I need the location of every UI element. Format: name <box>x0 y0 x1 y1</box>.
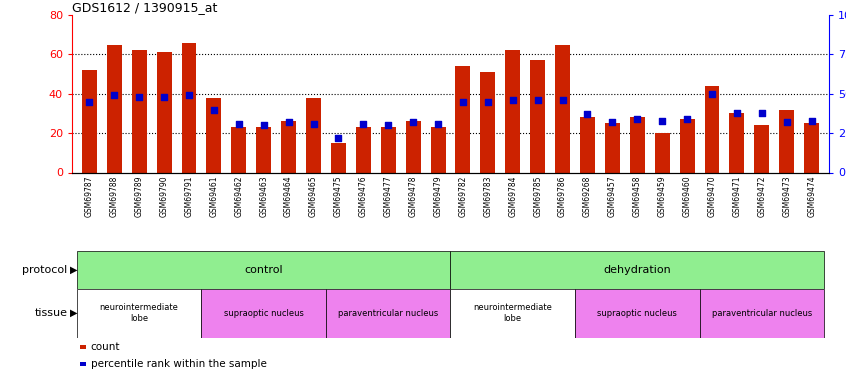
Text: protocol: protocol <box>23 265 68 275</box>
Point <box>382 122 395 128</box>
Text: supraoptic nucleus: supraoptic nucleus <box>223 309 304 318</box>
Bar <box>231 127 246 172</box>
Bar <box>206 98 222 172</box>
Point <box>755 110 769 116</box>
Text: control: control <box>244 265 283 275</box>
Bar <box>729 113 744 172</box>
Point <box>257 122 271 128</box>
Text: ▶: ▶ <box>70 308 78 318</box>
Text: neurointermediate
lobe: neurointermediate lobe <box>473 303 552 323</box>
Bar <box>331 143 346 172</box>
Bar <box>406 122 420 172</box>
Text: tissue: tissue <box>35 308 68 318</box>
Bar <box>381 127 396 172</box>
Text: supraoptic nucleus: supraoptic nucleus <box>597 309 678 318</box>
Point <box>506 97 519 103</box>
Bar <box>530 60 545 172</box>
Bar <box>629 117 645 172</box>
Bar <box>256 127 272 172</box>
Bar <box>605 123 620 172</box>
Text: GDS1612 / 1390915_at: GDS1612 / 1390915_at <box>72 1 217 14</box>
Bar <box>201 289 326 338</box>
Point <box>107 92 121 98</box>
Bar <box>505 51 520 172</box>
Point <box>282 119 295 125</box>
Point <box>157 94 171 100</box>
Point <box>531 97 545 103</box>
Bar <box>580 117 595 172</box>
Bar <box>450 289 575 338</box>
Point <box>630 116 644 122</box>
Bar <box>107 45 122 172</box>
Point <box>132 94 146 100</box>
Point <box>680 116 694 122</box>
Point <box>232 121 245 127</box>
Bar <box>705 86 719 172</box>
Point <box>431 121 445 127</box>
Bar <box>77 289 201 338</box>
Point <box>182 92 195 98</box>
Bar <box>82 70 96 172</box>
Text: dehydration: dehydration <box>603 265 671 275</box>
Text: ▶: ▶ <box>70 265 78 275</box>
Bar <box>157 53 172 172</box>
Text: paraventricular nucleus: paraventricular nucleus <box>711 309 812 318</box>
Bar <box>481 72 495 172</box>
Point <box>356 121 370 127</box>
Point <box>706 91 719 97</box>
Bar <box>326 289 450 338</box>
Point <box>606 119 619 125</box>
Text: percentile rank within the sample: percentile rank within the sample <box>91 359 266 369</box>
Point <box>730 110 744 116</box>
Point <box>456 99 470 105</box>
Bar <box>450 251 824 289</box>
Point <box>556 97 569 103</box>
Bar <box>77 251 450 289</box>
Bar <box>555 45 570 172</box>
Bar <box>182 43 196 172</box>
Point <box>656 117 669 123</box>
Point <box>481 99 495 105</box>
Text: count: count <box>91 342 120 352</box>
Text: paraventricular nucleus: paraventricular nucleus <box>338 309 438 318</box>
Bar <box>700 289 824 338</box>
Point <box>580 111 594 117</box>
Bar <box>281 122 296 172</box>
Text: neurointermediate
lobe: neurointermediate lobe <box>100 303 179 323</box>
Bar <box>655 133 670 172</box>
Bar <box>779 110 794 172</box>
Bar <box>431 127 446 172</box>
Point <box>805 117 818 123</box>
Bar <box>679 119 695 172</box>
Bar <box>306 98 321 172</box>
Bar <box>575 289 700 338</box>
Bar <box>132 51 146 172</box>
Point <box>406 119 420 125</box>
Bar <box>455 66 470 172</box>
Point <box>83 99 96 105</box>
Point <box>332 135 345 141</box>
Bar <box>805 123 819 172</box>
Point <box>307 121 321 127</box>
Bar <box>755 125 769 172</box>
Point <box>780 119 794 125</box>
Point <box>207 106 221 112</box>
Bar <box>356 127 371 172</box>
